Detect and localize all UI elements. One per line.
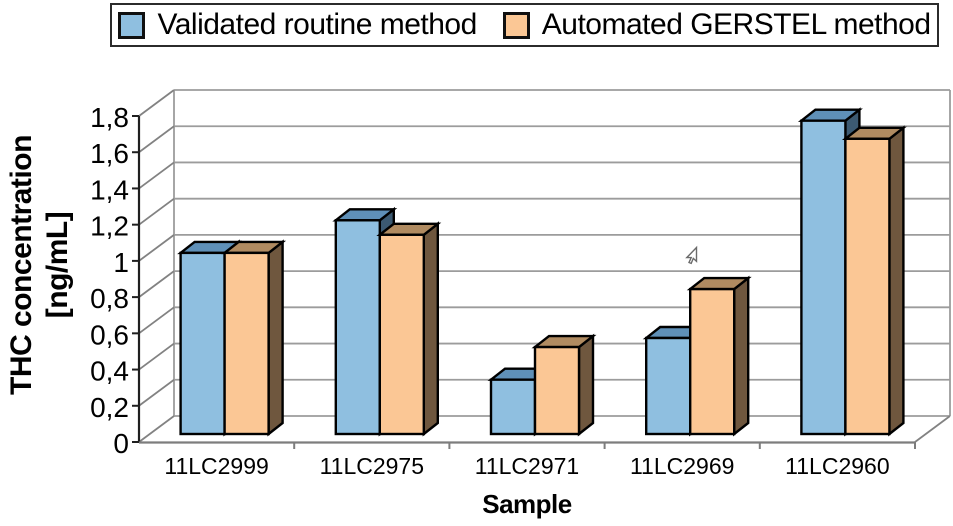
x-axis-title: Sample (482, 489, 572, 519)
y-tick-label: 1,8 (90, 102, 129, 133)
wall-connector (138, 379, 175, 407)
legend: Validated routine method Automated GERST… (110, 3, 939, 47)
y-tick-label: 0,4 (90, 356, 129, 387)
y-tick-label: 1,2 (90, 211, 129, 242)
bar-gerstel-11LC2971[interactable] (533, 345, 581, 436)
bar-gerstel-11LC2960-side[interactable] (888, 125, 905, 437)
legend-swatch-blue (118, 11, 146, 39)
wall-connector (138, 306, 175, 335)
legend-label: Validated routine method (157, 8, 477, 41)
bar-validated-11LC2975[interactable] (334, 219, 381, 436)
y-tick-label: 1 (113, 247, 129, 278)
y-tick-label: 0,6 (90, 319, 129, 350)
legend-swatch-orange (502, 11, 530, 39)
bar-gerstel-11LC2975[interactable] (378, 233, 425, 436)
legend-item-automated-gerstel-method[interactable]: Automated GERSTEL method (502, 8, 931, 41)
wall-connector (138, 234, 175, 262)
wall-connector (138, 270, 175, 298)
wall-connector (138, 161, 175, 190)
y-tick-label: 0 (113, 428, 129, 459)
bar-validated-11LC2971[interactable] (489, 378, 537, 436)
bar-validated-11LC2960[interactable] (800, 119, 847, 436)
y-tick-label: 1,4 (90, 174, 129, 205)
bar-validated-11LC2999[interactable] (179, 251, 226, 436)
category-label: 11LC2969 (630, 453, 734, 479)
wall-connector (138, 89, 175, 117)
bar-gerstel-11LC2971-side[interactable] (577, 333, 595, 437)
bar-gerstel-11LC2999-side[interactable] (267, 239, 284, 437)
bar-gerstel-11LC2975-side[interactable] (422, 221, 439, 437)
bar-gerstel-11LC2960[interactable] (844, 137, 891, 436)
y-tick-label: 0,2 (90, 392, 129, 423)
legend-label: Automated GERSTEL method (541, 8, 931, 41)
bar-gerstel-11LC2999[interactable] (223, 251, 270, 436)
category-label: 11LC2971 (475, 453, 579, 479)
bar-gerstel-11LC2969[interactable] (689, 287, 736, 436)
mouse-cursor-icon (685, 245, 698, 265)
legend-item-validated-routine-method[interactable]: Validated routine method (118, 8, 477, 41)
floor-right-edge (914, 415, 951, 443)
category-label: 11LC2999 (164, 453, 268, 479)
category-label: 11LC2975 (320, 453, 424, 479)
y-tick-label: 1,6 (90, 138, 129, 169)
wall-connector (138, 342, 175, 371)
bar-validated-11LC2969[interactable] (645, 336, 692, 436)
wall-connector (138, 125, 175, 153)
wall-connector (138, 197, 175, 226)
wall-connector (138, 415, 175, 443)
y-tick-label: 0,8 (90, 283, 129, 314)
category-label: 11LC2960 (785, 453, 889, 479)
bar-gerstel-11LC2969-side[interactable] (733, 275, 750, 437)
